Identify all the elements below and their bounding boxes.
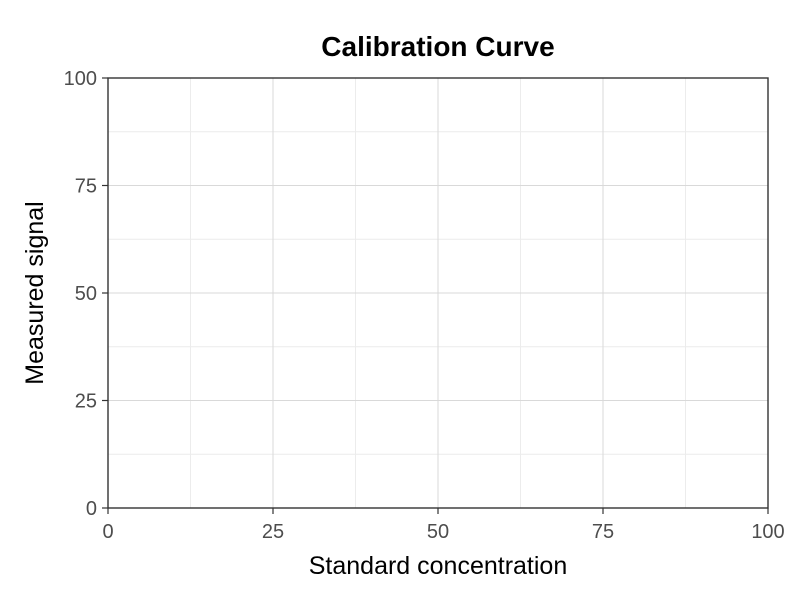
x-axis: 0 25 50 75 100 — [102, 508, 785, 543]
x-tick-label: 100 — [751, 521, 784, 543]
x-tick-label: 50 — [427, 521, 449, 543]
chart-title: Calibration Curve — [321, 31, 554, 62]
x-tick-label: 25 — [262, 521, 284, 543]
y-tick-label: 0 — [86, 498, 97, 520]
grid — [107, 77, 769, 509]
y-tick-label: 25 — [75, 391, 97, 413]
y-axis-label: Measured signal — [21, 201, 49, 384]
y-tick-label: 50 — [75, 283, 97, 305]
x-tick-label: 0 — [102, 521, 113, 543]
y-tick-label: 100 — [64, 68, 97, 90]
x-tick-label: 75 — [592, 521, 614, 543]
y-axis: 0 25 50 75 100 — [64, 68, 108, 520]
x-axis-label: Standard concentration — [309, 552, 568, 580]
y-tick-label: 75 — [75, 176, 97, 198]
